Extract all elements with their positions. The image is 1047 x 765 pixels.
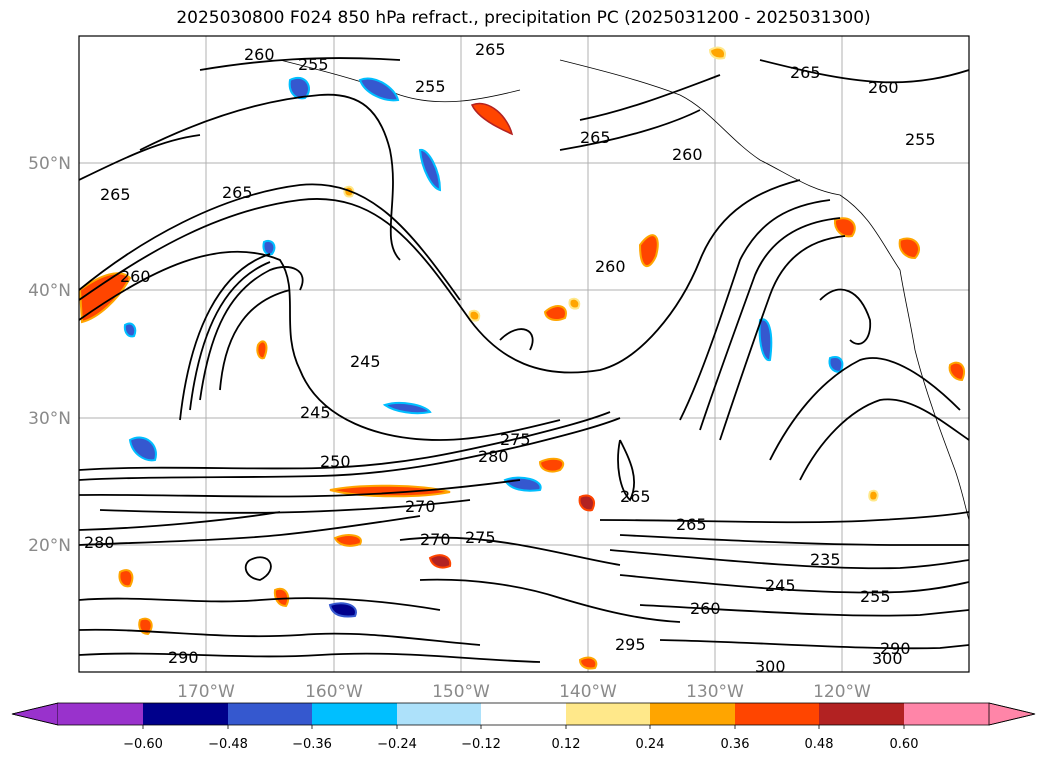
colorbar-tick-label: −0.12 (461, 737, 501, 752)
colorbar-segment (904, 703, 989, 725)
contour-label: 255 (860, 587, 891, 606)
coastline (559, 59, 969, 521)
colorbar-tick-labels: −0.60 −0.48 −0.36 −0.24 −0.12 0.12 0.24 … (123, 737, 918, 752)
contour-label: 290 (880, 639, 911, 658)
colorbar-segment (143, 703, 228, 725)
contour-label: 300 (755, 657, 786, 676)
colorbar-tick-label: 0.48 (805, 737, 834, 752)
contour-label: 260 (595, 257, 626, 276)
colorbar-extend-high (988, 702, 1036, 726)
colorbar-tick-label: −0.48 (208, 737, 248, 752)
colorbar-extend-low (11, 702, 59, 726)
contour-label: 255 (415, 77, 446, 96)
colorbar-tick-label: 0.24 (636, 737, 665, 752)
colorbar (11, 702, 1036, 729)
colorbar-segment (58, 703, 143, 725)
contour-label: 245 (300, 403, 331, 422)
colorbar-segment (650, 703, 735, 725)
contour-label: 265 (580, 128, 611, 147)
colorbar-segment (566, 703, 650, 725)
contour-label: 265 (620, 487, 651, 506)
contour-label: 250 (320, 452, 351, 471)
contour-label: 280 (478, 447, 509, 466)
lon-label: 130°W (686, 682, 744, 702)
contour-label: 260 (690, 599, 721, 618)
longitude-labels: 170°W 160°W 150°W 140°W 130°W 120°W (177, 682, 871, 702)
contour-label: 275 (500, 430, 531, 449)
colorbar-segment (819, 703, 904, 725)
colorbar-tick-label: −0.60 (123, 737, 163, 752)
contour-label: 260 (868, 78, 899, 97)
colorbar-segment (481, 703, 566, 725)
lon-label: 170°W (177, 682, 235, 702)
contour-label: 235 (810, 550, 841, 569)
contour-label: 270 (405, 497, 436, 516)
colorbar-tick-label: 0.36 (721, 737, 750, 752)
contour-label: 290 (168, 648, 199, 667)
contour-label: 260 (120, 267, 151, 286)
contour-label: 265 (100, 185, 131, 204)
colorbar-segment (228, 703, 312, 725)
lon-label: 160°W (305, 682, 363, 702)
map-content: 260 255 265 255 265 260 265 260 255 265 … (79, 36, 969, 676)
contour-labels: 260 255 265 255 265 260 265 260 255 265 … (84, 40, 936, 676)
lat-label: 20°N (28, 536, 71, 556)
contour-label: 255 (298, 55, 329, 74)
contour-label: 265 (790, 63, 821, 82)
contour-label: 300 (872, 649, 903, 668)
contour-label: 295 (615, 635, 646, 654)
colorbar-segment (397, 703, 481, 725)
lon-label: 140°W (559, 682, 617, 702)
lat-label: 40°N (28, 281, 71, 301)
lon-label: 150°W (432, 682, 490, 702)
contour-label: 245 (350, 352, 381, 371)
map-frame (78, 35, 970, 673)
colorbar-outline (11, 702, 1036, 726)
colorbar-ticks (142, 725, 905, 729)
contour-label: 265 (222, 183, 253, 202)
contour-label: 260 (244, 45, 275, 64)
lon-label: 120°W (813, 682, 871, 702)
lat-label: 50°N (28, 154, 71, 174)
colorbar-segment (735, 703, 819, 725)
contour-label: 270 (420, 530, 451, 549)
refractivity-contours (79, 57, 969, 663)
contour-label: 265 (676, 515, 707, 534)
contour-label: 280 (84, 533, 115, 552)
colorbar-segment (312, 703, 397, 725)
contour-label: 260 (672, 145, 703, 164)
colorbar-tick-label: 0.12 (552, 737, 581, 752)
lat-label: 30°N (28, 409, 71, 429)
map-title: 2025030800 F024 850 hPa refract., precip… (176, 8, 871, 28)
colorbar-tick-label: −0.36 (292, 737, 332, 752)
precip-patches (79, 46, 966, 670)
latitude-labels: 50°N 40°N 30°N 20°N (28, 154, 71, 556)
colorbar-tick-label: −0.24 (377, 737, 417, 752)
map-panel (79, 36, 969, 672)
contour-label: 255 (905, 130, 936, 149)
colorbar-tick-label: 0.60 (890, 737, 919, 752)
contour-label: 265 (475, 40, 506, 59)
coastline-north (279, 59, 521, 103)
contour-label: 245 (765, 576, 796, 595)
contour-label: 275 (465, 528, 496, 547)
